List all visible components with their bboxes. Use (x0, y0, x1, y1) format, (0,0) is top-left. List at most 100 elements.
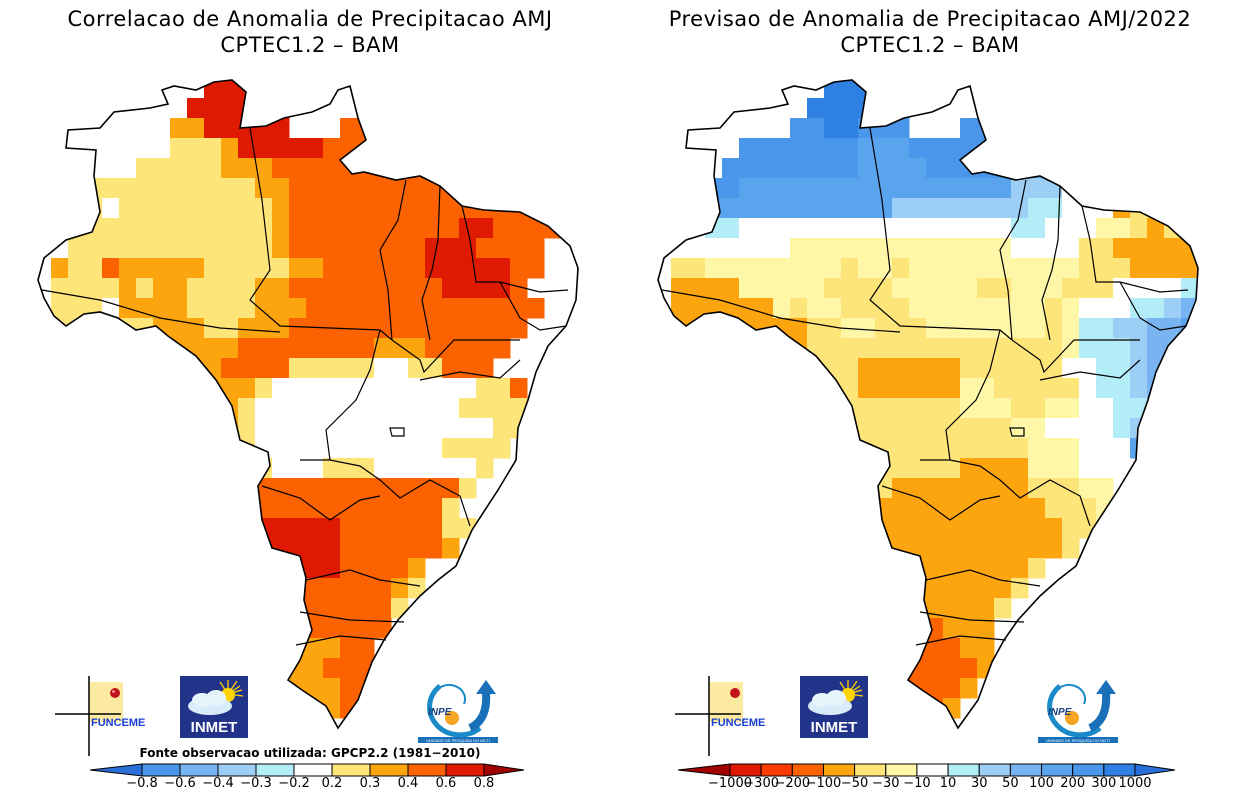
grid-cell (943, 598, 961, 619)
grid-cell (1164, 298, 1182, 319)
colorbar-tick-label: 50 (1002, 776, 1019, 791)
grid-cell (255, 338, 273, 359)
grid-cell (1096, 438, 1114, 459)
grid-cell (221, 98, 239, 119)
grid-cell (1011, 498, 1029, 519)
grid-cell (391, 498, 409, 519)
grid-cell (858, 478, 876, 499)
grid-cell (756, 298, 774, 319)
grid-cell (858, 238, 876, 259)
grid-cell (255, 618, 273, 639)
state-border (925, 569, 1041, 587)
grid-cell (1147, 338, 1165, 359)
colorbar-labels: −0.8 −0.6 −0.4 −0.3 −0.2 0.2 0.3 0.4 0.6 0.8 (0, 776, 620, 792)
grid-cell (306, 698, 324, 719)
grid-cell (391, 458, 409, 479)
grid-cell (221, 358, 239, 379)
grid-cell (875, 298, 893, 319)
grid-cell (136, 238, 154, 259)
grid-cell (204, 158, 222, 179)
grid-cell (1181, 278, 1198, 299)
grid-cell (68, 278, 86, 299)
grid-cell (255, 318, 273, 339)
grid-cell (892, 198, 910, 219)
grid-cell (909, 518, 927, 539)
grid-cell (204, 498, 222, 519)
grid-cell (187, 138, 205, 159)
grid-cell (1113, 198, 1131, 219)
grid-cell (1096, 338, 1114, 359)
grid-cell (357, 358, 375, 379)
grid-cell (119, 338, 137, 359)
grid-cell (374, 438, 392, 459)
grid-cell (909, 378, 927, 399)
grid-cell (408, 538, 426, 559)
grid-cell (824, 478, 842, 499)
grid-cell (170, 278, 188, 299)
grid-cell (1147, 258, 1165, 279)
grid-cell (408, 258, 426, 279)
grid-cell (306, 638, 324, 659)
grid-cell (323, 298, 341, 319)
grid-cell (875, 598, 893, 619)
grid-cell (374, 238, 392, 259)
grid-cell (323, 438, 341, 459)
grid-cell (459, 398, 477, 419)
grid-cell (994, 358, 1012, 379)
grid-cell (255, 378, 273, 399)
grid-cell (255, 498, 273, 519)
grid-cell (926, 178, 944, 199)
grid-cell (841, 118, 859, 139)
grid-cell (739, 138, 757, 159)
grid-cell (977, 158, 995, 179)
grid-cell (892, 698, 910, 719)
grid-cell (1130, 358, 1148, 379)
grid-cell (824, 558, 842, 579)
grid-cell (306, 238, 324, 259)
grid-cell (926, 158, 944, 179)
grid-cell (459, 80, 477, 99)
grid-cell (943, 658, 961, 679)
grid-cell (170, 198, 188, 219)
grid-cell (824, 298, 842, 319)
grid-cell (391, 258, 409, 279)
grid-cell (1079, 458, 1097, 479)
grid-cell (892, 718, 910, 728)
grid-cell (374, 598, 392, 619)
grid-cell (85, 278, 103, 299)
grid-cell (306, 458, 324, 479)
grid-cell (527, 178, 545, 199)
grid-cell (476, 258, 494, 279)
grid-cell (340, 258, 358, 279)
grid-cell (323, 518, 341, 539)
grid-cell (943, 298, 961, 319)
grid-cell (136, 178, 154, 199)
grid-cell (255, 398, 273, 419)
grid-cell (119, 218, 137, 239)
grid-cell (255, 718, 273, 728)
grid-cell (391, 478, 409, 499)
grid-cell (255, 218, 273, 239)
grid-cell (1045, 418, 1063, 439)
grid-cell (824, 438, 842, 459)
grid-cell (204, 478, 222, 499)
colorbar-tick-label: −0.2 (278, 776, 310, 791)
colorbar-tick-label: −0.8 (126, 776, 158, 791)
grid-cell (340, 678, 358, 699)
grid-cell (238, 598, 256, 619)
grid-cell (340, 658, 358, 679)
grid-cell (323, 538, 341, 559)
grid-cell (255, 138, 273, 159)
funceme-logo: FUNCEME (55, 676, 145, 756)
grid-cell (323, 238, 341, 259)
grid-cell (1011, 398, 1029, 419)
grid-cell (102, 258, 120, 279)
grid-cell (340, 538, 358, 559)
grid-cell (1011, 318, 1029, 339)
grid-cell (1079, 238, 1097, 259)
grid-cell (238, 278, 256, 299)
grid-cell (1079, 438, 1097, 459)
colorbar-segment (255, 763, 295, 777)
colorbar-segment (822, 763, 856, 777)
grid-cell (1045, 478, 1063, 499)
